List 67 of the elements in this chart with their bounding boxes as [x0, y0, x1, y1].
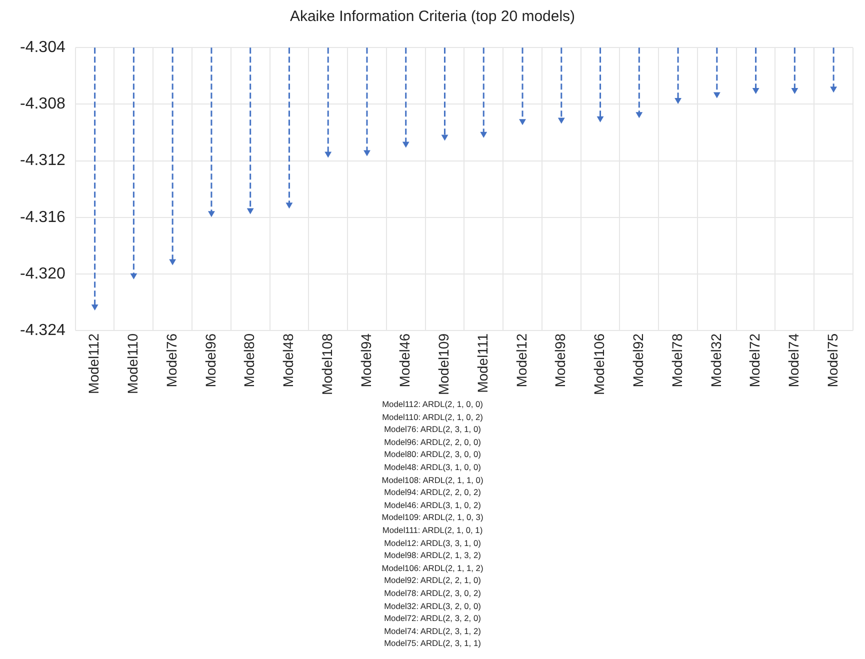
point: [325, 152, 332, 158]
y-tick-label: -4.308: [20, 96, 66, 113]
text: Model75: ARDL(2, 3, 1, 1): [383, 637, 482, 650]
text: Model32: ARDL(3, 2, 0, 0): [383, 600, 482, 612]
y-tick-label: -4.320: [20, 265, 66, 282]
text: Model12: ARDL(3, 3, 1, 0): [383, 536, 482, 550]
point: [130, 273, 137, 279]
x-tick-label: Model12: [513, 333, 530, 388]
text: Model98: ARDL(2, 1, 3, 2): [383, 549, 482, 562]
text: Model80: ARDL(2, 3, 0, 0): [383, 448, 482, 461]
text: Model108: ARDL(2, 1, 1, 0): [380, 474, 484, 486]
y-tick-label: -4.312: [20, 152, 66, 170]
text: Model76: ARDL(2, 3, 1, 0): [383, 423, 482, 436]
x-tick-label: Model75: [824, 333, 840, 388]
x-tick-label: Model96: [202, 333, 218, 388]
point: [92, 304, 98, 310]
point: [169, 259, 176, 265]
text: Model96: ARDL(2, 2, 0, 0): [383, 436, 482, 448]
x-tick-label: Model94: [358, 333, 374, 388]
text: Model46: ARDL(3, 1, 0, 2): [383, 498, 482, 512]
x-tick-label: Model74: [786, 333, 802, 388]
x-tick-label: Model111: [474, 333, 490, 393]
point: [364, 150, 370, 156]
x-tick-label: Model46: [396, 333, 413, 388]
point: [208, 211, 215, 217]
x-tick-label: Model32: [708, 333, 724, 388]
chart-title: Akaike Information Criteria (top 20 models): [288, 8, 576, 25]
point: [558, 118, 564, 124]
text: Model92: ARDL(2, 2, 1, 0): [383, 574, 482, 587]
point: [792, 88, 798, 94]
point: [597, 116, 604, 122]
x-tick-label: Model72: [746, 333, 763, 388]
x-tick-label: Model80: [241, 333, 258, 388]
text: Model106: ARDL(2, 1, 1, 2): [380, 562, 484, 574]
point: [402, 142, 409, 148]
point: [830, 86, 837, 92]
x-tick-label: Model108: [318, 333, 335, 396]
text: Model110: ARDL(2, 1, 0, 2): [381, 410, 484, 424]
x-tick-label: Model98: [552, 333, 568, 388]
text: Model109: ARDL(2, 1, 0, 3): [380, 511, 484, 524]
text: Model78: ARDL(2, 3, 0, 2): [383, 586, 482, 600]
text: Model112: ARDL(2, 1, 0, 0): [381, 398, 484, 411]
y-tick-label: -4.316: [20, 208, 66, 226]
point: [674, 98, 682, 104]
x-tick-label: Model112: [86, 333, 102, 394]
point: [519, 119, 526, 125]
text: Model48: ARDL(3, 1, 0, 0): [383, 460, 482, 474]
x-tick-label: Model109: [436, 333, 452, 396]
text: Model72: ARDL(2, 3, 2, 0): [383, 612, 482, 625]
point: [442, 134, 448, 140]
point: [636, 112, 642, 118]
x-tick-label: Model110: [124, 333, 141, 394]
x-tick-label: Model76: [163, 333, 180, 388]
point: [480, 132, 487, 138]
point: [714, 92, 720, 98]
point: [752, 88, 759, 94]
y-tick-label: -4.304: [20, 39, 66, 56]
x-tick-label: Model78: [668, 333, 685, 388]
x-tick-label: Model106: [591, 333, 608, 396]
y-tick-label: -4.324: [20, 322, 66, 339]
x-tick-label: Model48: [280, 333, 296, 388]
text: Model74: ARDL(2, 3, 1, 2): [383, 624, 482, 638]
point: [286, 202, 292, 208]
x-tick-label: Model92: [630, 333, 646, 388]
point: [247, 208, 254, 214]
text: Model111: ARDL(2, 1, 0, 1): [381, 524, 484, 537]
text: Model94: ARDL(2, 2, 0, 2): [383, 486, 482, 499]
